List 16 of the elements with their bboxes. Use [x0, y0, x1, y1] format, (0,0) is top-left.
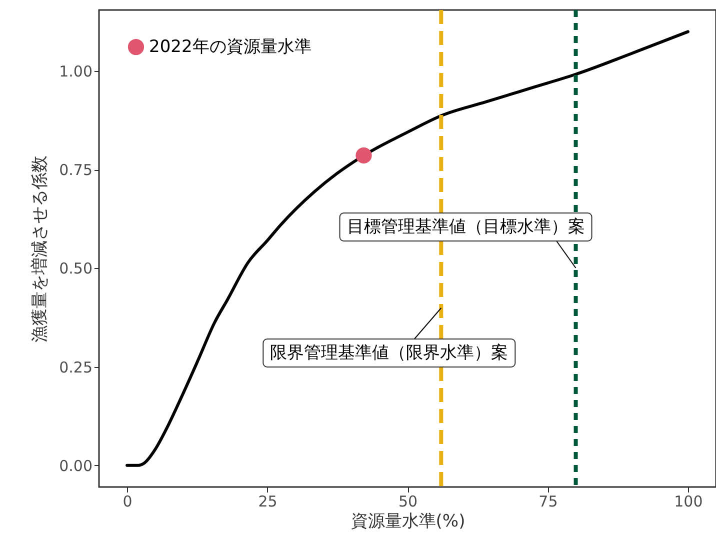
ref-line-label: 限界管理基準値（限界水準）案: [270, 343, 508, 363]
y-tick-label: 0.25: [59, 358, 92, 376]
line-series: [126, 30, 690, 467]
y-tick-label: 0.50: [59, 260, 92, 278]
x-tick-label: 100: [674, 492, 703, 510]
y-tick-label: 1.00: [59, 62, 92, 81]
y-tick-label: 0.75: [59, 161, 92, 180]
legend-label: 2022年の資源量水準: [149, 37, 312, 57]
x-tick-label: 75: [538, 492, 558, 510]
ref-line-label: 目標管理基準値（目標水準）案: [346, 217, 585, 237]
y-axis-title: 漁獲量を増減させる係数: [30, 156, 50, 342]
y-tick-label: 0.00: [59, 456, 92, 475]
x-axis-title: 資源量水準(%): [350, 512, 466, 532]
x-tick-label: 25: [258, 492, 278, 510]
x-tick-label: 50: [398, 492, 418, 510]
x-tick-label: 0: [122, 492, 132, 510]
